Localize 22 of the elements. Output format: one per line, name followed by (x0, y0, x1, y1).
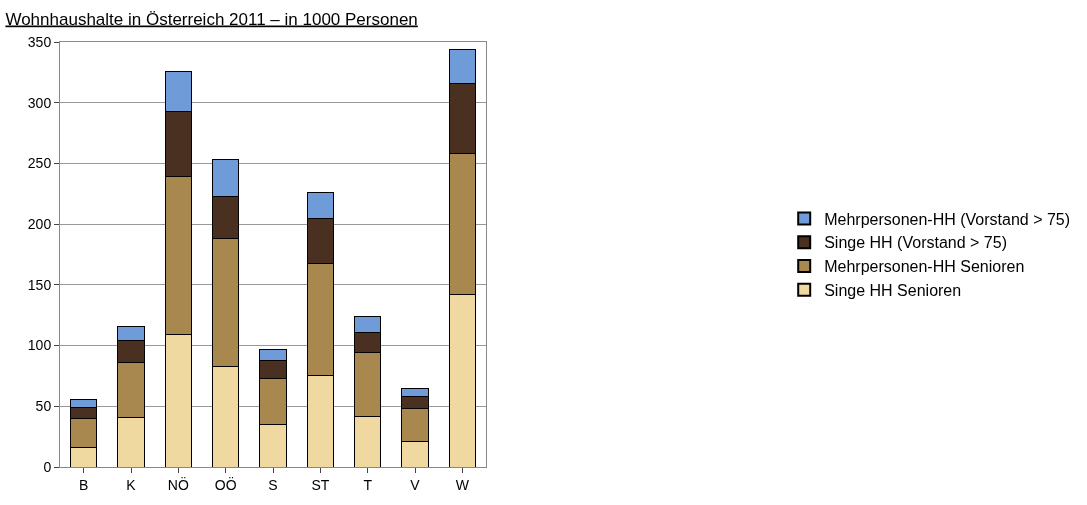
chart-title: Wohnhaushalte in Österreich 2011 – in 1000 Personen (5, 9, 418, 29)
y-tick-label: 250 (27, 155, 52, 172)
y-tick-label: 350 (27, 33, 52, 50)
legend-label: Singe HH (Vorstand > 75) (824, 234, 1007, 252)
y-tick-label: 300 (27, 94, 52, 111)
legend-label: Singe HH Senioren (824, 282, 962, 300)
y-tick-label: 50 (35, 398, 52, 415)
legend-label: Mehrpersonen-HH (Vorstand > 75) (824, 210, 1071, 228)
x-tick-label: S (268, 476, 278, 493)
x-tick-label: NÖ (167, 475, 189, 493)
legend-label: Mehrpersonen-HH Senioren (824, 258, 1025, 276)
x-tick-label: T (363, 476, 373, 493)
x-tick-label: K (126, 476, 137, 493)
x-tick-label: B (79, 476, 89, 493)
x-tick-label: ST (311, 476, 330, 493)
y-tick-label: 200 (27, 216, 52, 233)
x-tick-label: OÖ (214, 475, 237, 493)
y-tick-label: 150 (27, 276, 52, 293)
x-tick-label: W (455, 476, 470, 493)
y-tick-label: 0 (43, 458, 52, 475)
y-tick-label: 100 (27, 337, 52, 354)
x-tick-label: V (410, 476, 421, 493)
